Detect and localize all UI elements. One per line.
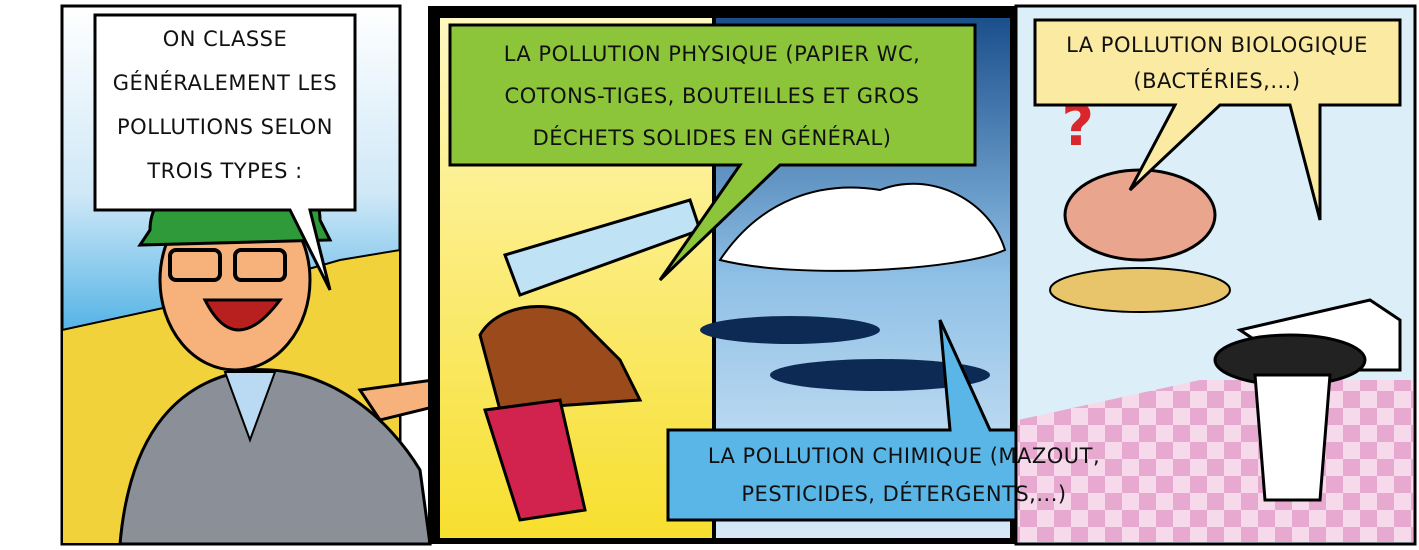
comic-strip: ? ON CLASSEGÉNÉRALEMENT LESPOLLUTIONS SE… [0, 0, 1419, 550]
page: Pollutions {"panels": [ {"bubble": {"lin… [0, 0, 1419, 550]
caption-text: COTONS-TIGES, BOUTEILLES ET GROS [505, 84, 920, 108]
caption-text: LA POLLUTION CHIMIQUE (MAZOUT, [708, 444, 1100, 468]
speech-text: GÉNÉRALEMENT LES [113, 70, 338, 95]
speech-text: ON CLASSE [163, 27, 288, 51]
body: ? ON CLASSEGÉNÉRALEMENT LESPOLLUTIONS SE… [0, 0, 1419, 550]
toilet-bowl [1255, 375, 1330, 500]
speech-text: TROIS TYPES : [146, 159, 302, 183]
caption-text: PESTICIDES, DÉTERGENTS,...) [741, 481, 1066, 506]
straw [1050, 268, 1230, 312]
caption-text: LA POLLUTION PHYSIQUE (PAPIER WC, [504, 42, 921, 66]
oil-slick [700, 316, 880, 344]
caption-text: DÉCHETS SOLIDES EN GÉNÉRAL) [533, 125, 892, 150]
caption-text: (BACTÉRIES,...) [1133, 68, 1300, 93]
caption-text: LA POLLUTION BIOLOGIQUE [1066, 33, 1368, 57]
pig [1065, 170, 1215, 260]
speech-text: POLLUTIONS SELON [117, 115, 333, 139]
